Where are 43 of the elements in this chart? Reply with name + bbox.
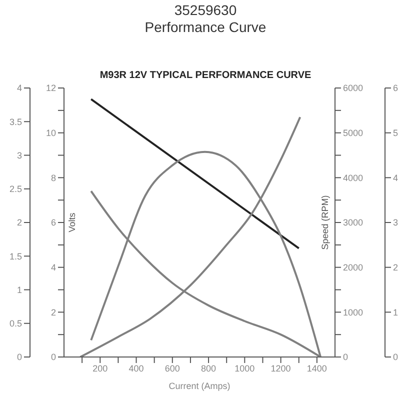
- y-tick-label: 3: [393, 218, 398, 228]
- y2-tick-label: 6000: [343, 83, 364, 94]
- text: M93R 12V TYPICAL PERFORMANCE CURVE: [98, 70, 312, 81]
- y3-tick-label: 3: [16, 150, 22, 160]
- y-tick-label: 0: [50, 352, 56, 362]
- chart-subtitle: Performance Curve: [144, 19, 268, 36]
- x-tick-label: 1400: [306, 363, 327, 374]
- y-axis-title: Volts: [67, 212, 78, 232]
- y-tick-label: 12: [46, 83, 56, 94]
- y-tick-label: 4: [393, 172, 398, 183]
- y2-tick-label: 4000: [343, 172, 364, 183]
- y3-tick-label: 2: [16, 218, 22, 228]
- chart-title: 35259630: [173, 2, 238, 19]
- y2-tick-label: 2000: [343, 262, 364, 273]
- x-tick-label: 200: [92, 363, 108, 374]
- y3-tick-label: 3.5: [9, 116, 22, 127]
- y-tick-label: 6: [50, 218, 56, 228]
- y2-tick-label: 0: [343, 352, 348, 362]
- y3-tick-label: 2.5: [9, 184, 22, 194]
- y-tick-label: 0: [393, 352, 398, 362]
- y2-tick-label: 3000: [343, 218, 364, 228]
- y-tick-label: 8: [50, 172, 56, 183]
- y-tick-label: 1: [393, 307, 398, 318]
- y3-tick-label: 4: [16, 83, 22, 94]
- y3-tick-label: 0.5: [9, 318, 22, 329]
- x-tick-label: 400: [128, 363, 144, 374]
- y-tick-label: 2: [393, 262, 398, 273]
- x-tick-label: 800: [201, 363, 216, 374]
- y-tick-label: 2: [50, 307, 56, 318]
- y-tick-label: 5: [393, 128, 398, 138]
- x-tick-label: 1200: [270, 363, 291, 374]
- x-tick-label: 1000: [234, 363, 255, 374]
- y-tick-label: 6: [393, 83, 398, 94]
- y-tick-label: 4: [50, 262, 56, 273]
- x-tick-label: 600: [164, 363, 180, 374]
- y3-tick-label: 1: [16, 284, 22, 295]
- y2-axis-title: Speed (RPM): [320, 195, 330, 250]
- y2-tick-label: 5000: [343, 128, 364, 138]
- y-tick-label: 10: [46, 128, 56, 138]
- y2-tick-label: 1000: [343, 307, 364, 318]
- y3-tick-label: 0: [16, 352, 22, 362]
- x-axis-title: Current (Amps): [168, 381, 230, 391]
- y3-tick-label: 1.5: [9, 251, 22, 262]
